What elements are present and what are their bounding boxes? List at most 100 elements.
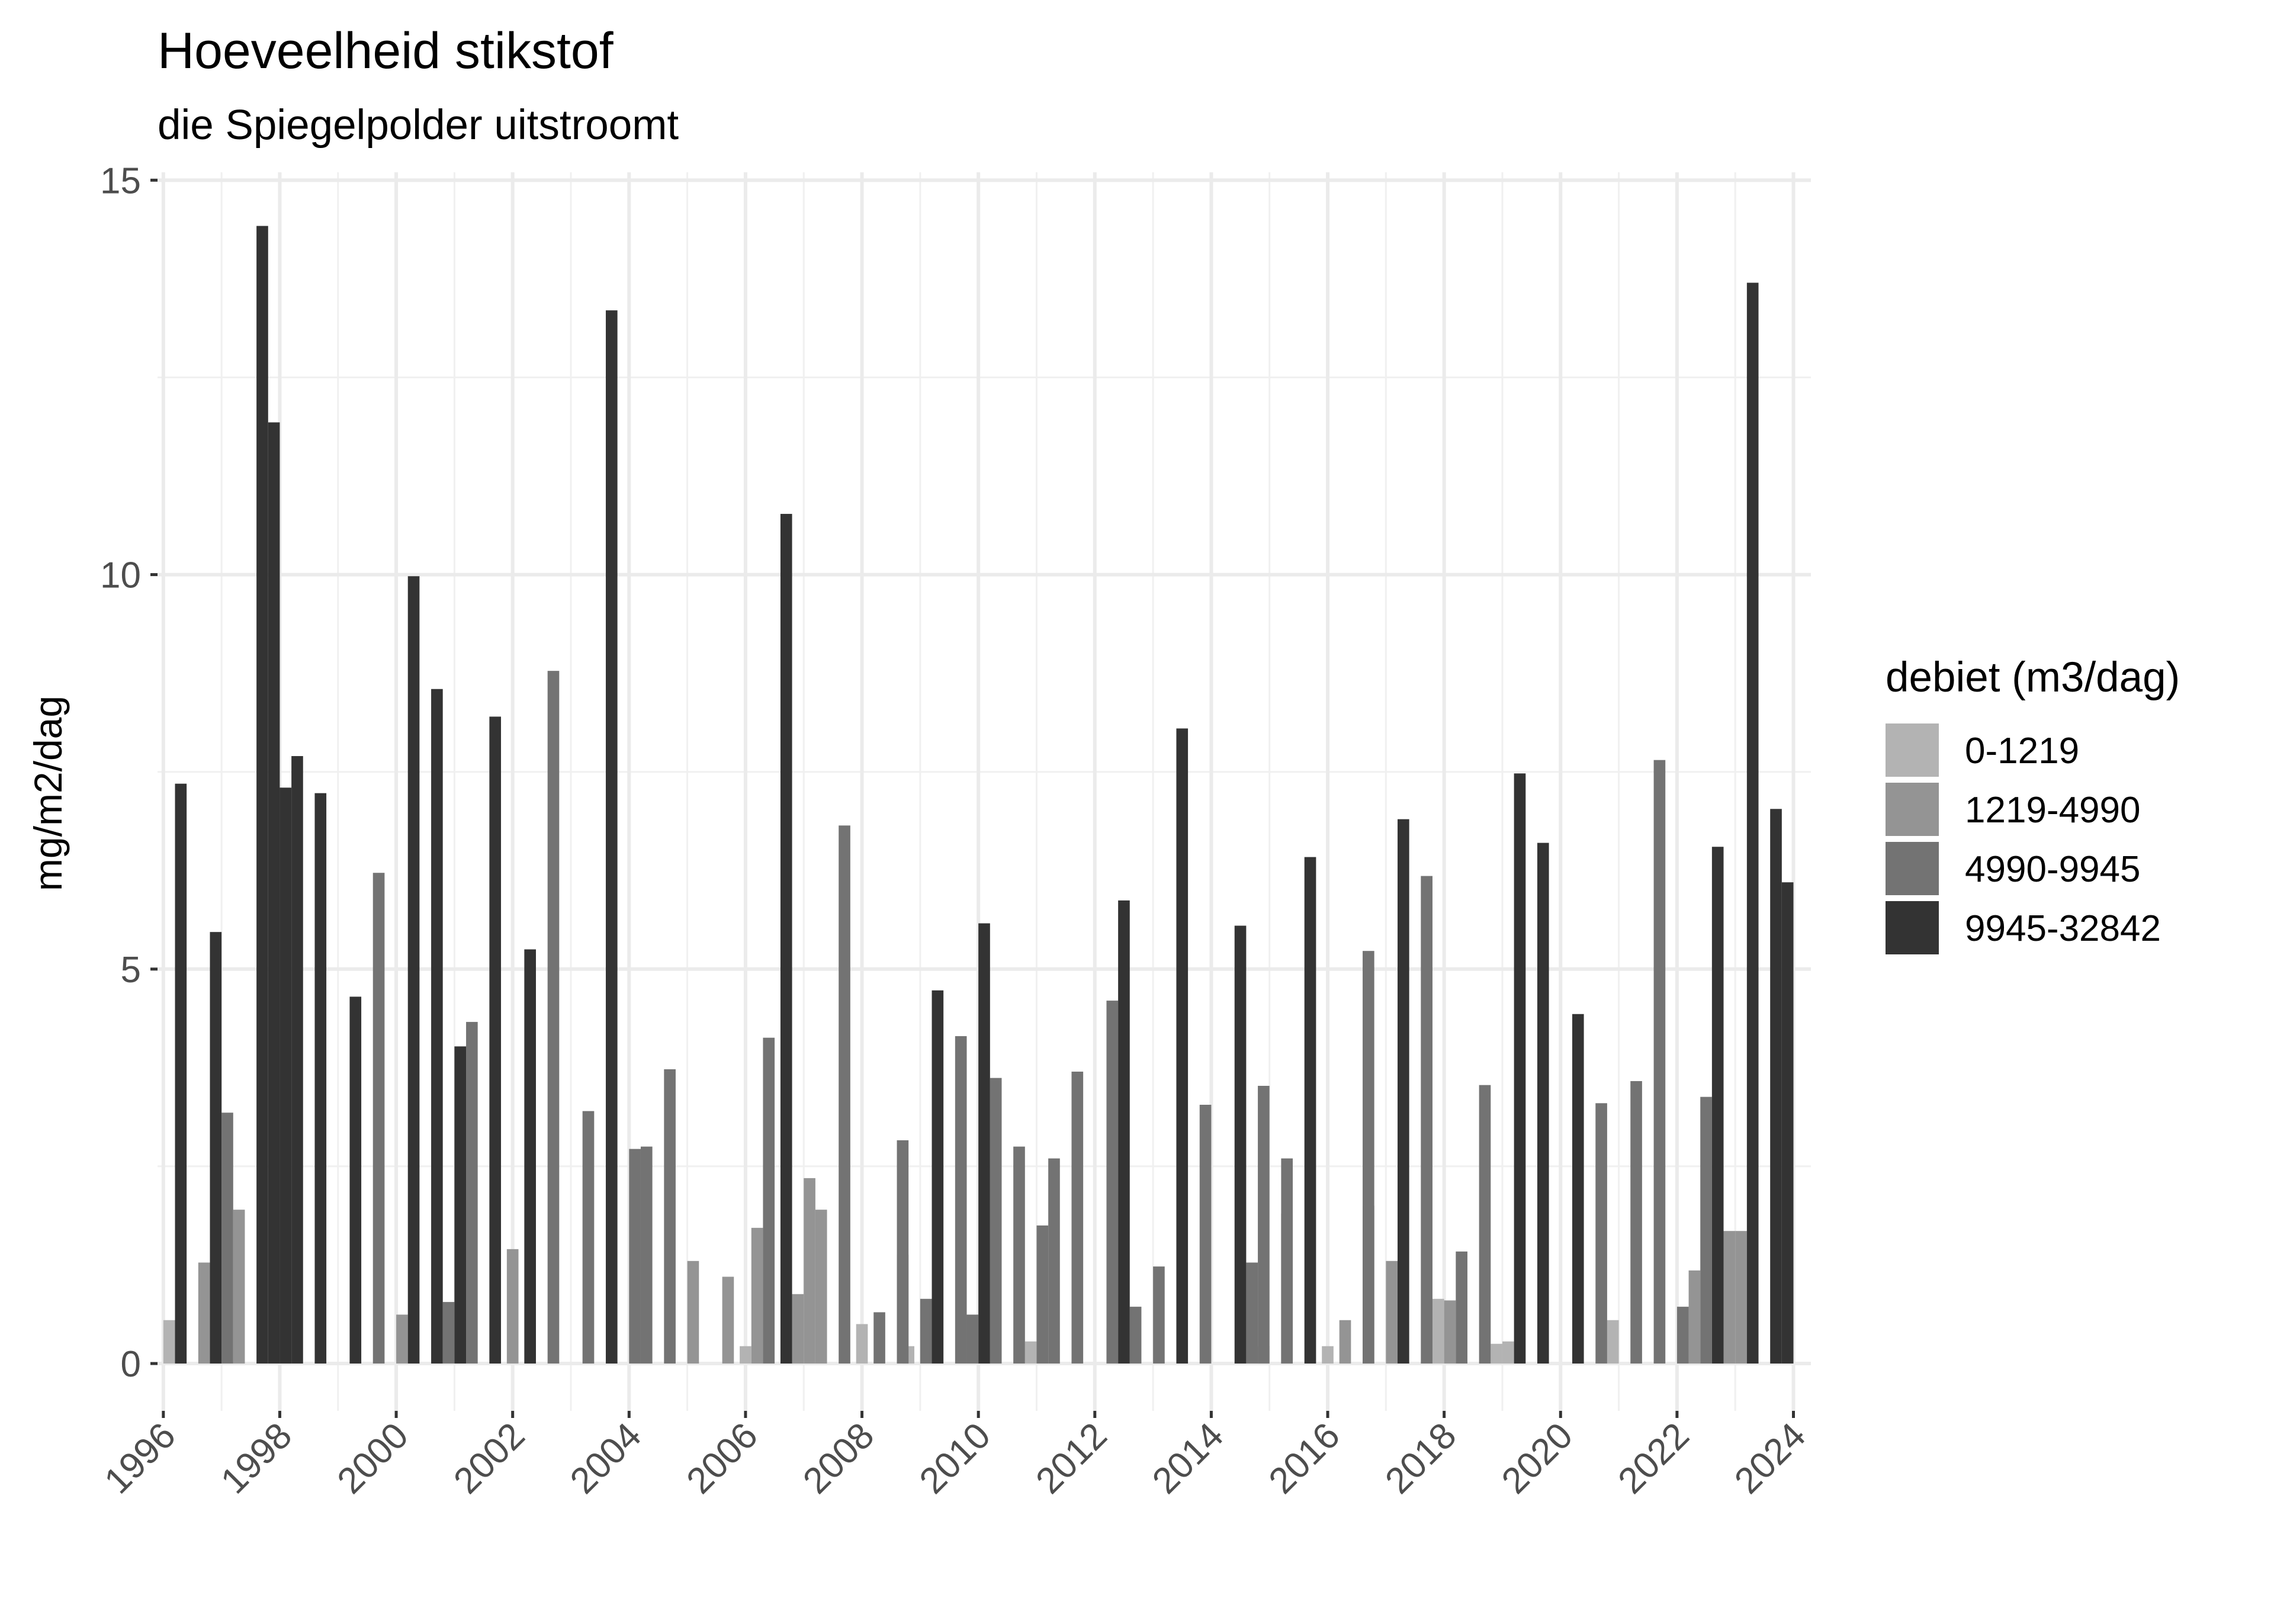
bar [839,825,850,1364]
bars [163,226,1794,1364]
bar [1398,819,1409,1364]
bar [1339,1320,1351,1364]
bar [1013,1146,1025,1364]
x-tick-label: 2024 [1727,1415,1813,1501]
bar [1432,1298,1444,1364]
bar [1514,773,1526,1364]
bar [1502,1341,1514,1364]
bar [1688,1270,1701,1364]
bar [1781,882,1794,1364]
bar [291,756,303,1364]
bar [1129,1307,1142,1364]
bar [314,793,327,1364]
y-tick-label: 0 [121,1344,141,1385]
y-tick-label: 10 [100,555,141,596]
bar [1304,857,1316,1364]
x-tick-label: 2010 [912,1415,998,1501]
x-tick-label: 2014 [1145,1415,1231,1501]
bar [1723,1231,1736,1364]
x-tick-label: 2006 [679,1415,766,1501]
y-axis: 0 5 10 15 [100,160,158,1385]
bar [1711,847,1724,1364]
x-tick-label: 2004 [563,1415,649,1501]
bar [640,1146,653,1364]
bar [1199,1104,1212,1364]
bar [1456,1251,1467,1364]
x-tick-label: 2008 [795,1415,882,1501]
legend: debiet (m3/dag) 0-1219 1219-4990 4990-9945… [1886,654,2180,954]
bar [1281,1158,1293,1364]
legend-swatch [1886,783,1939,836]
bar [1036,1225,1049,1364]
bar [454,1046,467,1364]
bar [163,1320,175,1364]
bar [268,422,280,1364]
bar [1246,1262,1258,1364]
bar [582,1111,595,1364]
bar [1770,809,1782,1364]
bar [442,1302,455,1364]
bar [722,1276,734,1364]
bar [1653,760,1666,1364]
bar [407,576,420,1364]
x-tick-label: 2002 [446,1415,532,1501]
bar [780,513,792,1364]
legend-swatch [1886,723,1939,777]
x-tick-label: 2000 [330,1415,416,1501]
bar [873,1312,885,1364]
bar [687,1260,699,1364]
bar [1630,1081,1642,1364]
y-tick-label: 5 [121,950,141,991]
bar [1234,925,1247,1364]
bar [1595,1103,1607,1364]
bar [280,787,292,1364]
legend-label: 1219-4990 [1965,790,2141,831]
bar [897,1140,909,1364]
legend-swatch [1886,842,1939,895]
bar [1176,728,1189,1364]
legend-label: 0-1219 [1965,731,2079,771]
x-tick-label: 2020 [1494,1415,1581,1501]
bar [1572,1014,1584,1364]
legend-items: 0-1219 1219-4990 4990-9945 9945-32842 [1886,723,2161,954]
bar [547,671,560,1364]
bar [1735,1231,1747,1364]
bar [233,1210,245,1364]
x-axis: 1996 1998 2000 2002 2004 2006 2008 2010 2012 2014… [97,1411,1813,1501]
bar [1258,1086,1270,1364]
bar [524,949,537,1364]
bar [489,716,502,1364]
bar [1118,900,1130,1364]
bar [210,932,222,1364]
bar [506,1249,519,1364]
bar [955,1036,967,1364]
bar [1048,1158,1060,1364]
bar [804,1178,815,1364]
bar [990,1078,1002,1364]
bar [1421,876,1433,1364]
bar [221,1112,233,1364]
bar [664,1069,676,1364]
bar [175,783,187,1364]
bar [1024,1341,1037,1364]
legend-swatch [1886,901,1939,954]
legend-label: 9945-32842 [1965,908,2161,949]
bar [763,1037,775,1364]
chart-title: Hoeveelheid stikstof [158,22,614,79]
x-tick-label: 2016 [1261,1415,1348,1501]
bar [1479,1085,1491,1364]
legend-title: debiet (m3/dag) [1886,654,2180,701]
bar [629,1149,641,1364]
bar [396,1314,408,1364]
bar [1386,1260,1398,1364]
bar [1607,1320,1619,1364]
y-axis-title: mg/m2/dag [26,696,70,891]
bar [605,310,618,1364]
x-tick-label: 1998 [213,1415,300,1501]
bar [256,226,268,1364]
bar [856,1324,868,1364]
bar [1106,1001,1119,1364]
bar [1537,842,1549,1364]
y-tick-label: 15 [100,160,141,201]
